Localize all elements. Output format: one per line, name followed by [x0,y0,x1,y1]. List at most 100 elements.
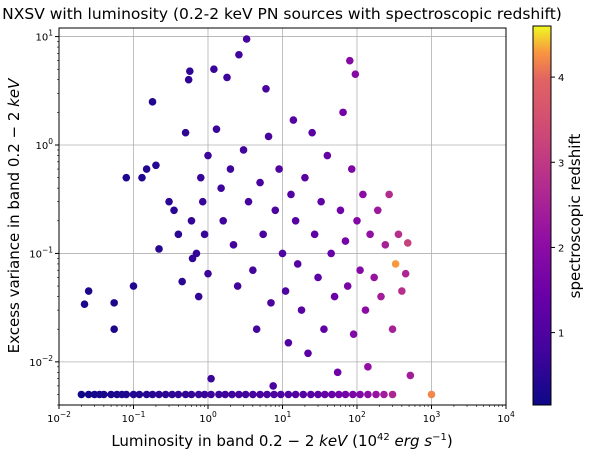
data-point [301,173,309,182]
grid-lines [58,28,507,405]
data-point [353,216,361,225]
data-point [293,260,302,268]
data-point [84,287,93,295]
data-point [427,390,436,399]
data-point [184,75,193,84]
x-tick-label: 104 [497,410,515,425]
data-point [187,390,196,399]
y-tick-label: 100 [35,137,53,152]
data-point [388,390,397,399]
colorbar-tick-label: 3 [558,158,564,169]
data-point [252,325,261,334]
data-point [328,390,336,399]
data-point [401,269,410,278]
data-point [366,230,374,239]
data-point [122,390,131,399]
data-point [219,216,228,225]
data-point [323,151,332,160]
data-point [364,390,372,399]
data-point [174,390,183,399]
data-point [110,299,118,307]
data-points [77,35,436,399]
data-point [398,287,406,295]
data-point [388,325,397,334]
data-point [110,325,118,334]
colorbar-ticks: 1 2 3 4 [551,73,564,340]
data-point [403,239,412,247]
data-point [278,249,287,258]
data-point [129,390,138,399]
data-point [249,390,257,399]
data-point [129,282,138,290]
data-point [152,161,160,170]
chart-title: NXSV with luminosity (0.2-2 keV PN sourc… [2,5,562,23]
x-axis-ticks: 10−2 10−1 100 101 102 103 104 [47,405,515,425]
y-tick-label: 10−1 [29,245,53,260]
colorbar [532,25,552,406]
data-point [364,363,372,371]
data-point [168,390,176,399]
data-point [356,266,364,275]
data-point [138,173,146,182]
data-point [304,349,312,358]
data-point [207,374,215,383]
data-point [351,70,360,78]
data-point [187,216,196,225]
data-point [192,249,201,258]
data-point [244,197,253,206]
data-point [259,230,267,239]
data-point [339,108,347,117]
data-point [181,128,190,137]
data-point [275,165,283,173]
data-point [377,292,385,301]
data-point [148,98,157,106]
data-point [204,151,212,160]
data-point [345,56,354,65]
data-point [307,390,315,399]
data-point [262,84,270,93]
data-point [267,299,275,307]
data-point [284,390,293,399]
data-point [297,306,306,314]
x-tick-label: 103 [423,410,441,425]
data-point [336,206,345,215]
data-point [221,390,229,399]
y-axis-label: Excess variance in band 0.2 − 2 keV [5,77,23,353]
data-point [170,206,178,215]
data-point [327,249,335,258]
data-point [343,282,352,290]
data-point [333,368,342,377]
data-point [284,338,293,347]
data-point [148,390,157,399]
data-point [281,287,290,295]
x-tick-label: 102 [348,410,366,425]
data-point [200,390,209,399]
colorbar-label: spectroscopic redshift [566,134,584,299]
data-point [142,390,151,399]
data-point [100,390,108,399]
data-point [200,230,209,239]
y-axis-ticks: 10−2 10−1 100 101 [29,29,59,406]
data-point [361,306,370,314]
x-tick-label: 100 [199,410,217,425]
data-point [194,390,203,399]
x-axis-label: Luminosity in band 0.2 − 2 keV (1042 erg… [111,432,452,450]
data-point [241,390,250,399]
data-point [310,230,319,239]
data-point [381,241,390,249]
data-point [277,390,285,399]
data-point [223,73,231,82]
data-point [394,230,403,239]
data-point [194,292,203,301]
data-point [142,165,151,173]
data-point [385,190,393,199]
data-point [235,390,243,399]
data-point [207,390,215,399]
data-point [349,390,357,399]
data-point [174,230,183,239]
data-point [291,216,300,225]
data-point [263,390,271,399]
x-tick-label: 10−2 [47,410,71,425]
data-point [228,390,236,399]
